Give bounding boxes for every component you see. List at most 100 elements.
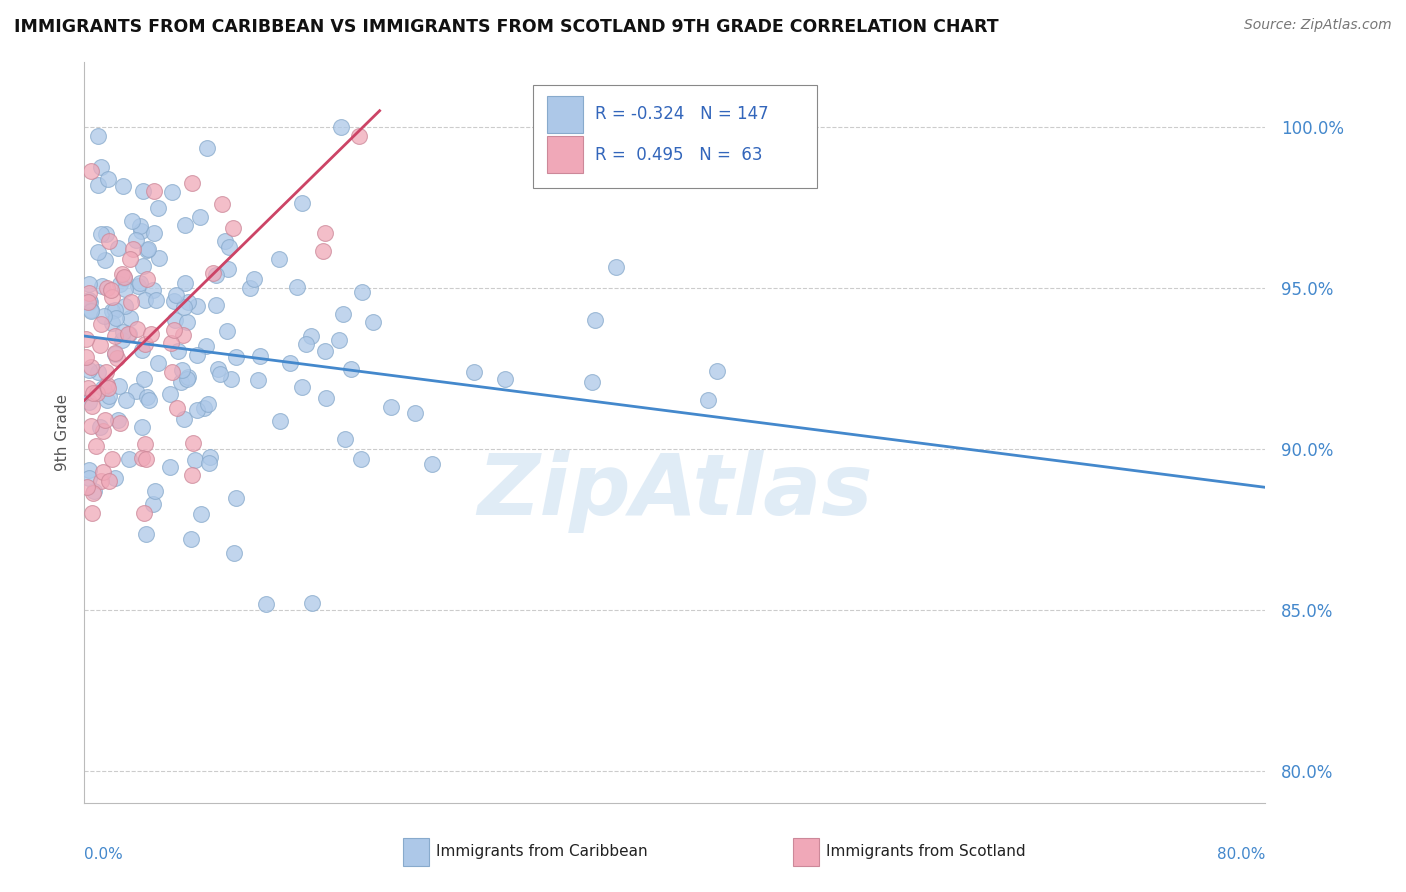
Point <box>269 252 291 266</box>
Point <box>124 233 146 247</box>
Point <box>139 327 162 342</box>
Point <box>463 365 485 379</box>
Point <box>193 401 215 415</box>
Point <box>211 196 233 211</box>
Point <box>96 393 118 408</box>
Point <box>135 243 157 257</box>
Point <box>75 332 97 346</box>
Point <box>121 214 143 228</box>
Point <box>198 450 221 464</box>
Point <box>217 261 239 276</box>
Point <box>89 337 111 351</box>
Point <box>82 399 104 413</box>
Point <box>583 313 606 327</box>
Point <box>224 546 246 560</box>
Point <box>104 347 127 361</box>
Point <box>696 393 718 408</box>
Point <box>299 329 322 343</box>
Text: 80.0%: 80.0% <box>1218 847 1265 863</box>
Point <box>131 343 153 357</box>
Point <box>134 293 156 307</box>
Point <box>118 310 141 325</box>
Point <box>129 276 152 290</box>
Point <box>350 451 373 466</box>
Point <box>163 293 186 308</box>
Point <box>294 337 316 351</box>
Point <box>132 372 155 386</box>
Text: Immigrants from Caribbean: Immigrants from Caribbean <box>436 844 648 859</box>
Point <box>90 318 112 332</box>
Point <box>197 397 219 411</box>
Point <box>77 363 100 377</box>
Point <box>134 437 156 451</box>
Point <box>97 172 120 186</box>
Point <box>162 185 184 199</box>
Point <box>176 294 198 309</box>
Point <box>111 326 134 340</box>
Point <box>97 389 120 403</box>
Point <box>186 299 208 313</box>
Point <box>77 463 100 477</box>
Point <box>581 375 603 389</box>
Point <box>110 277 132 291</box>
Point <box>333 433 356 447</box>
Point <box>195 141 218 155</box>
Point <box>291 379 314 393</box>
Point <box>225 491 247 505</box>
Point <box>380 400 402 414</box>
Point <box>135 452 157 467</box>
Point <box>328 333 350 347</box>
Point <box>301 596 323 610</box>
Point <box>112 270 135 285</box>
Point <box>118 451 141 466</box>
Point <box>80 302 103 317</box>
Point <box>181 436 204 450</box>
Point <box>77 293 100 307</box>
Point <box>87 178 110 193</box>
Point <box>209 367 232 381</box>
Point <box>77 395 100 409</box>
Point <box>207 362 229 376</box>
Point <box>100 452 122 467</box>
Point <box>120 295 142 310</box>
Point <box>101 316 124 330</box>
Point <box>122 242 145 256</box>
Point <box>76 480 98 494</box>
Point <box>97 474 120 488</box>
FancyBboxPatch shape <box>533 85 817 188</box>
Text: R = -0.324   N = 147: R = -0.324 N = 147 <box>595 105 768 123</box>
Point <box>222 221 245 235</box>
Point <box>174 218 197 232</box>
Point <box>170 376 193 390</box>
FancyBboxPatch shape <box>793 838 818 866</box>
Point <box>82 486 104 500</box>
Point <box>160 365 183 379</box>
Point <box>135 527 157 541</box>
Point <box>291 196 314 211</box>
Point <box>125 322 148 336</box>
Point <box>311 244 333 258</box>
Point <box>75 350 97 364</box>
Point <box>165 313 187 327</box>
Point <box>131 420 153 434</box>
Point <box>159 459 181 474</box>
Point <box>127 279 149 293</box>
Point <box>90 160 112 174</box>
Point <box>131 451 153 466</box>
Point <box>82 386 104 401</box>
Point <box>148 201 170 215</box>
Point <box>77 381 100 395</box>
Point <box>314 343 336 358</box>
Point <box>101 304 124 318</box>
Point <box>97 234 120 248</box>
FancyBboxPatch shape <box>547 136 582 173</box>
Text: R =  0.495   N =  63: R = 0.495 N = 63 <box>595 146 762 164</box>
Point <box>87 366 110 380</box>
Y-axis label: 9th Grade: 9th Grade <box>55 394 70 471</box>
Point <box>138 242 160 256</box>
Point <box>96 378 118 392</box>
Point <box>94 413 117 427</box>
Point <box>90 278 112 293</box>
Text: 0.0%: 0.0% <box>84 847 124 863</box>
Point <box>173 300 195 314</box>
